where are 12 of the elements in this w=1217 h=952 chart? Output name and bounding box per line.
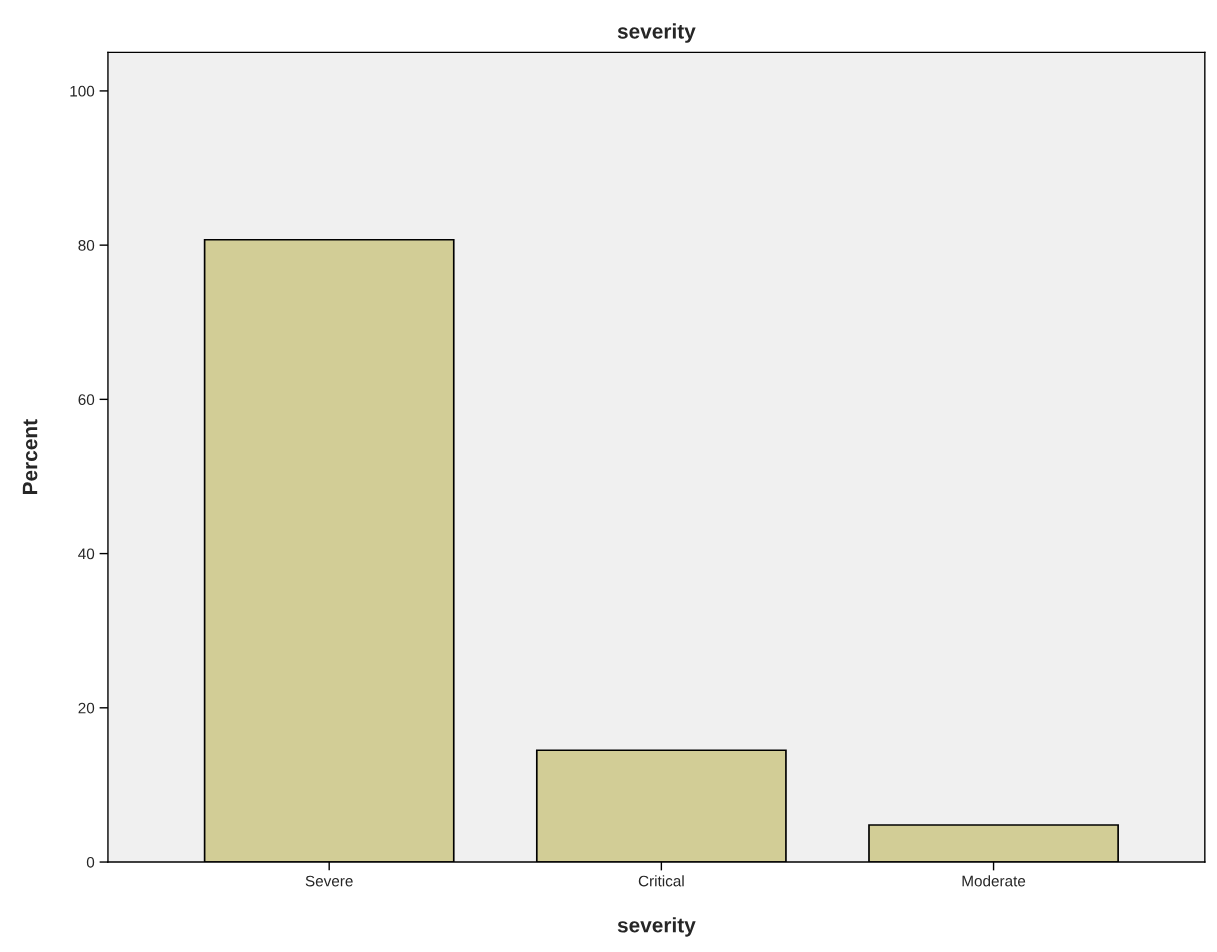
y-tick-label: 0 bbox=[86, 856, 95, 868]
x-axis-title: severity bbox=[617, 917, 696, 937]
x-tick-label: Moderate bbox=[962, 875, 1026, 887]
y-tick-label: 60 bbox=[78, 394, 95, 406]
y-axis-title: Percent bbox=[22, 419, 38, 495]
y-tick-label: 40 bbox=[78, 548, 95, 560]
y-tick-label: 80 bbox=[78, 240, 95, 251]
y-tick-label: 100 bbox=[70, 85, 95, 97]
chart-title: severity bbox=[617, 23, 696, 43]
x-tick-label: Critical bbox=[638, 875, 684, 887]
x-tick-label: Severe bbox=[305, 875, 353, 887]
y-tick-label: 20 bbox=[78, 702, 95, 714]
